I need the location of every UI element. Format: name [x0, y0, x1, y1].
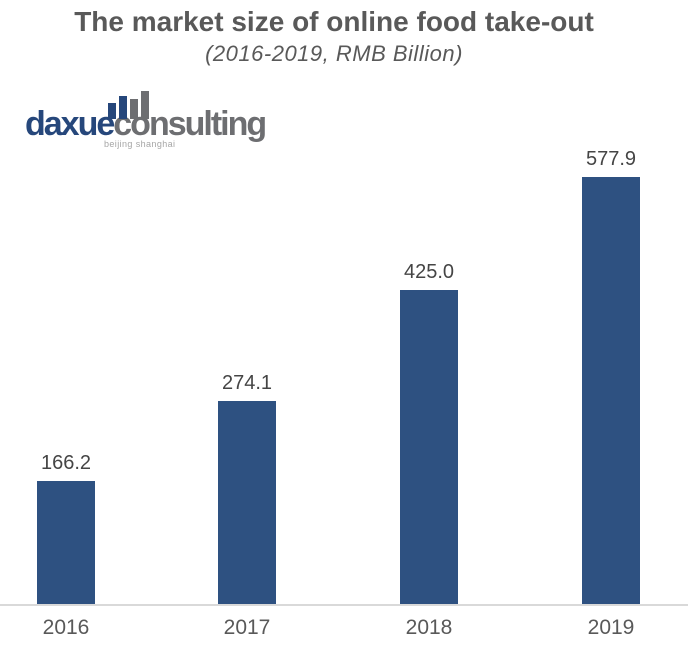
- x-axis-label-2017: 2017: [223, 616, 271, 639]
- value-label-2019: 577.9: [585, 148, 637, 170]
- x-axis: 2016 2017 2018 2019: [0, 616, 688, 642]
- logo-tagline: beijing shanghai: [104, 139, 176, 149]
- bar-2017: [218, 401, 276, 604]
- value-label-2018: 425.0: [403, 261, 455, 283]
- logo-wordmark: daxueconsulting: [25, 86, 267, 143]
- bar-chart-icon-bar: [141, 91, 149, 119]
- daxue-consulting-logo: daxueconsulting beijing shanghai: [25, 86, 285, 156]
- chart-header: The market size of online food take-out …: [0, 6, 668, 66]
- x-axis-label-2018: 2018: [405, 616, 453, 639]
- logo-text-consulting: consulting: [113, 105, 267, 143]
- chart-title: The market size of online food take-out: [74, 6, 594, 37]
- x-axis-line: [0, 604, 688, 606]
- value-label-2017: 274.1: [221, 372, 273, 394]
- bar-2018: [400, 290, 458, 604]
- bar-chart-icon-bar: [108, 103, 116, 119]
- bar-chart-icon-bar: [119, 96, 127, 119]
- plot-area: 166.2 274.1 425.0 577.9: [0, 140, 688, 604]
- bar-chart-icon: [108, 91, 149, 119]
- logo-text-daxue: daxue: [25, 105, 115, 143]
- x-axis-label-2019: 2019: [587, 616, 635, 639]
- x-axis-label-2016: 2016: [42, 616, 90, 639]
- value-label-2016: 166.2: [40, 452, 92, 474]
- bar-2019: [582, 177, 640, 604]
- bar-chart-icon-bar: [130, 99, 138, 119]
- chart-subtitle: (2016-2019, RMB Billion): [205, 40, 463, 66]
- bar-2016: [37, 481, 95, 604]
